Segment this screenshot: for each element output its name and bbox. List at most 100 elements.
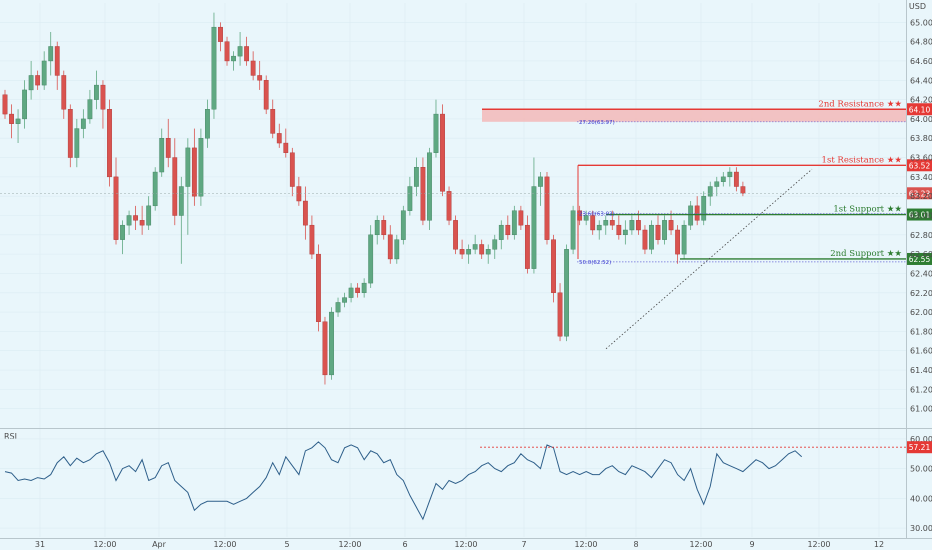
candle: [218, 22, 223, 52]
candle: [159, 128, 165, 177]
level-tag-text: 62.55: [909, 255, 931, 264]
candle: [570, 205, 576, 255]
candle: [205, 99, 210, 148]
rsi-tick-label: 40.00: [910, 494, 932, 503]
candle-body: [459, 249, 465, 255]
price-tick-label: 63.40: [910, 173, 932, 182]
candle: [714, 176, 720, 197]
candle-body: [636, 220, 641, 231]
candle-body: [681, 224, 687, 255]
rsi-marker-tag: [907, 441, 932, 454]
candle-body: [198, 138, 204, 197]
candle: [557, 283, 563, 342]
candle: [48, 31, 54, 76]
candle: [387, 225, 393, 264]
candle: [257, 60, 263, 90]
time-tick-label: 12:00: [93, 540, 116, 549]
candle-body: [263, 80, 269, 110]
price-tick-label: 63.20: [910, 192, 932, 201]
time-tick-label: 12:00: [213, 540, 236, 549]
candle-body: [152, 171, 158, 207]
candle-body: [694, 205, 700, 221]
candle: [316, 244, 321, 332]
candle: [740, 181, 746, 197]
candle-body: [740, 186, 746, 194]
candle-body: [616, 224, 622, 236]
candle-body: [485, 249, 491, 255]
candle: [642, 225, 648, 255]
candle: [498, 220, 504, 250]
candle: [590, 210, 596, 235]
candle-body: [400, 210, 406, 240]
candle-body: [120, 224, 125, 240]
level-tag: [907, 252, 932, 265]
time-tick-label: 8: [633, 540, 638, 549]
candle-body: [453, 220, 458, 250]
candle: [309, 215, 315, 259]
time-tick-label: 12: [874, 540, 884, 549]
price-tick-label: 64.60: [910, 57, 932, 66]
candle: [355, 283, 361, 298]
candle-body: [126, 215, 132, 226]
candle: [322, 316, 328, 385]
candle-body: [146, 205, 152, 226]
candle-body: [205, 109, 210, 139]
candle: [191, 128, 197, 206]
candle-body: [577, 210, 583, 221]
candle: [681, 220, 687, 259]
candle: [67, 104, 73, 168]
candle-body: [413, 167, 419, 187]
candle: [420, 157, 426, 226]
price-tick-label: 62.80: [910, 231, 932, 240]
candle-body: [270, 109, 276, 134]
price-tick-label: 64.80: [910, 38, 932, 47]
candle-body: [688, 205, 694, 226]
price-tick-label: 62.20: [910, 289, 932, 298]
candle-body: [54, 46, 60, 76]
candle: [485, 244, 491, 264]
fib-label: 50.0(62.52): [579, 260, 611, 266]
candle-body: [511, 210, 517, 236]
candle: [518, 205, 524, 230]
candle: [178, 176, 184, 264]
candle: [9, 104, 14, 139]
candle-body: [139, 220, 145, 226]
candle: [577, 205, 583, 226]
candle: [603, 215, 609, 235]
candle-body: [662, 220, 667, 240]
candle-body: [100, 84, 106, 110]
price-tick-label: 62.60: [910, 250, 932, 259]
candle-body: [387, 234, 393, 260]
candle-body: [224, 41, 230, 62]
candle-body: [374, 220, 380, 236]
level-tag-text: 64.10: [909, 105, 931, 114]
candle-body: [492, 239, 498, 250]
candle-body: [211, 26, 217, 110]
candle: [596, 220, 602, 240]
level-label: 1st Support ★★: [833, 205, 902, 215]
candle: [440, 104, 445, 197]
candle: [622, 220, 628, 245]
candle: [107, 99, 112, 187]
price-tick-label: 63.80: [910, 134, 932, 143]
candle-body: [479, 244, 485, 255]
candle: [368, 225, 374, 288]
candle: [172, 138, 178, 226]
candle-body: [720, 176, 726, 182]
candle: [531, 157, 537, 274]
candle-body: [557, 292, 563, 337]
candle: [433, 99, 439, 158]
candle-body: [355, 287, 361, 293]
candle-body: [583, 215, 589, 221]
candle-body: [564, 249, 569, 337]
candle: [113, 157, 119, 245]
candle: [446, 186, 452, 226]
level-tag-text: 63.52: [909, 161, 931, 170]
candle: [361, 278, 367, 298]
candle-body: [407, 186, 413, 211]
candle-body: [590, 215, 596, 231]
candle: [407, 176, 413, 216]
candle-body: [603, 220, 609, 226]
candle: [733, 167, 739, 192]
